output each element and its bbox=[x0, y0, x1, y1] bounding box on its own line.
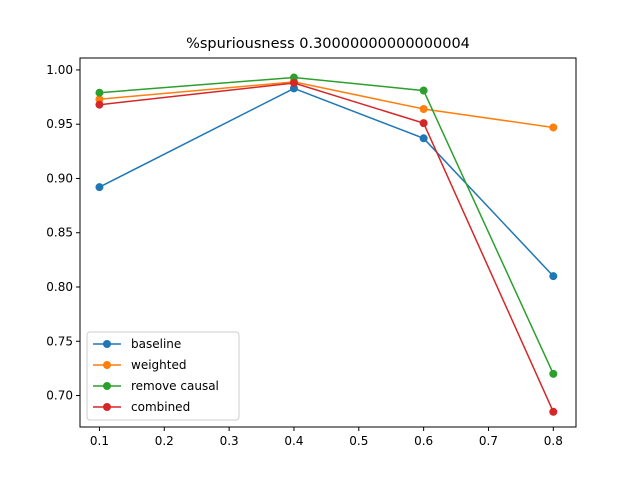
data-point-combined bbox=[549, 407, 558, 416]
y-tick-label: 0.75 bbox=[46, 334, 73, 348]
data-point-remove-causal bbox=[95, 88, 104, 97]
x-tick-label: 0.1 bbox=[90, 434, 109, 448]
y-tick-label: 1.00 bbox=[46, 63, 73, 77]
y-axis: 0.70 0.75 0.80 0.85 0.90 0.95 1.00 bbox=[46, 63, 80, 403]
data-point-combined bbox=[419, 119, 428, 128]
series-line-weighted bbox=[99, 81, 554, 129]
data-point-weighted bbox=[549, 123, 558, 132]
x-axis: 0.1 0.2 0.3 0.4 0.5 0.6 0.7 0.8 bbox=[90, 427, 563, 448]
data-point-remove-causal bbox=[419, 86, 428, 95]
data-point-weighted bbox=[419, 105, 428, 114]
chart-title: %spuriousness 0.30000000000000004 bbox=[186, 36, 470, 52]
legend: baseline weighted remove causal combined bbox=[86, 331, 240, 421]
y-tick-label: 0.85 bbox=[46, 226, 73, 240]
data-point-remove-causal bbox=[549, 369, 558, 378]
series-line-remove-causal bbox=[99, 76, 554, 375]
y-tick-label: 0.70 bbox=[46, 389, 73, 403]
legend-box bbox=[86, 331, 240, 421]
legend-label-remove-causal: remove causal bbox=[131, 379, 219, 393]
y-tick-label: 0.90 bbox=[46, 171, 73, 185]
axes-frame bbox=[79, 57, 577, 428]
legend-marker-combined bbox=[103, 403, 111, 411]
x-tick-label: 0.4 bbox=[284, 434, 303, 448]
data-point-combined bbox=[95, 100, 104, 109]
x-tick-label: 0.7 bbox=[479, 434, 498, 448]
legend-marker-remove-causal bbox=[103, 382, 111, 390]
x-tick-label: 0.2 bbox=[155, 434, 174, 448]
legend-marker-baseline bbox=[103, 340, 111, 348]
x-tick-label: 0.3 bbox=[220, 434, 239, 448]
plot-area bbox=[95, 73, 558, 416]
series-line-baseline bbox=[99, 87, 554, 277]
y-tick-label: 0.80 bbox=[46, 280, 73, 294]
series-line-combined bbox=[99, 82, 554, 413]
y-tick-label: 0.95 bbox=[46, 117, 73, 131]
data-point-baseline bbox=[549, 272, 558, 281]
legend-label-weighted: weighted bbox=[131, 358, 186, 372]
legend-label-baseline: baseline bbox=[131, 337, 181, 351]
data-point-baseline bbox=[95, 183, 104, 192]
x-tick-label: 0.8 bbox=[544, 434, 563, 448]
x-tick-label: 0.6 bbox=[414, 434, 433, 448]
data-point-combined bbox=[289, 78, 298, 87]
legend-label-combined: combined bbox=[131, 400, 190, 414]
data-point-baseline bbox=[419, 134, 428, 143]
legend-marker-weighted bbox=[103, 361, 111, 369]
x-tick-label: 0.5 bbox=[349, 434, 368, 448]
